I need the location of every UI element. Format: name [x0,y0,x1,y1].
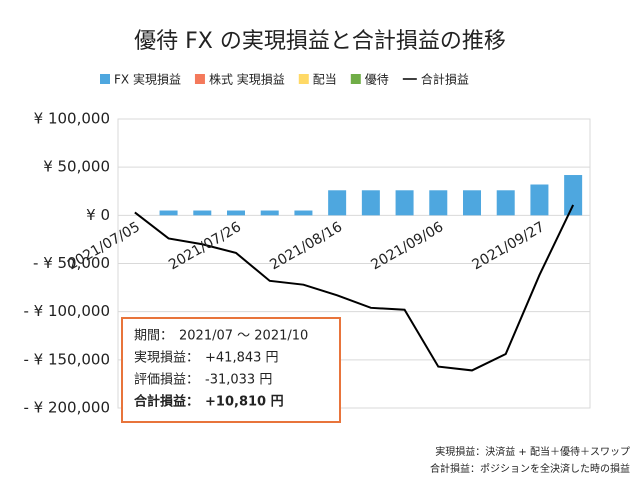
line-series [134,204,575,372]
y-tick-label: - ¥ 100,000 [23,302,110,320]
y-tick-label: - ¥ 200,000 [23,399,110,417]
legend-label: 株式 実現損益 [209,72,285,87]
footnote: 実現損益：決済益 + 配当＋優待＋スワップ [435,445,630,458]
bar [496,190,515,216]
y-tick-label: ¥ 50,000 [43,158,110,176]
bar [159,210,178,216]
chart-title: 優待 FX の実現損益と合計損益の推移 [134,29,506,54]
y-tick-label: ¥ 0 [86,206,110,224]
summary-value: +10,810 円 [205,395,284,410]
summary-value: +41,843 円 [205,351,279,366]
bar [328,190,347,216]
footnote: 合計損益：ポジションを全決済した時の損益 [430,462,630,475]
summary-label: 実現損益： [134,350,199,366]
legend-label: 優待 [365,73,389,87]
legend-swatch [194,74,205,84]
bar [361,190,380,216]
y-tick-label: - ¥ 50,000 [33,254,110,272]
bar [395,190,414,216]
summary-value: 2021/07 ～ 2021/10 [179,329,308,344]
bar [564,175,583,216]
legend-swatch [298,74,309,84]
legend-swatch [100,74,110,84]
y-tick-label: - ¥ 150,000 [23,350,110,368]
bar [227,210,245,216]
summary-box [121,317,341,423]
bar [260,210,279,216]
summary-label: 期間： [134,329,173,344]
legend-label: 合計損益 [421,72,469,87]
summary-label: 評価損益： [134,373,199,388]
y-tick-label: ¥ 100,000 [34,110,110,128]
legend-label: FX 実現損益 [114,72,181,87]
bar [463,190,481,216]
legend-label: 配当 [313,73,337,87]
summary-label: 合計損益： [134,394,199,410]
bar [294,210,313,216]
legend-swatch [350,74,361,84]
bar [193,210,212,216]
bar [530,184,549,216]
summary-value: -31,033 円 [205,373,272,388]
bar [429,190,448,216]
